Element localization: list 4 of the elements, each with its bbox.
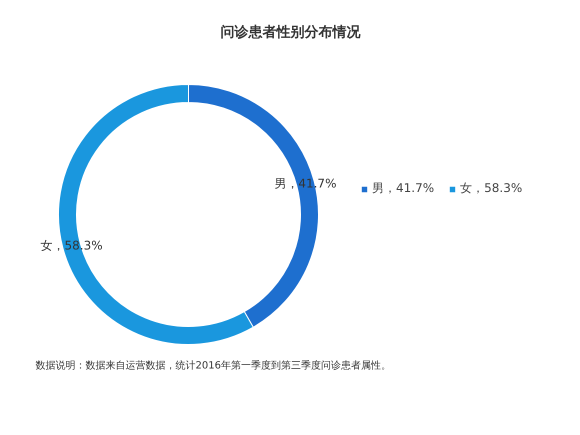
text: 数据说明：数据来自运营数据，统计2016年第一季度到第三季度问诊患者属性。: [36, 360, 391, 372]
legend-label: 女，58.3%: [460, 180, 522, 197]
legend-label: 男，41.7%: [372, 180, 434, 197]
chart-title: 问诊患者性别分布情况: [220, 24, 362, 40]
